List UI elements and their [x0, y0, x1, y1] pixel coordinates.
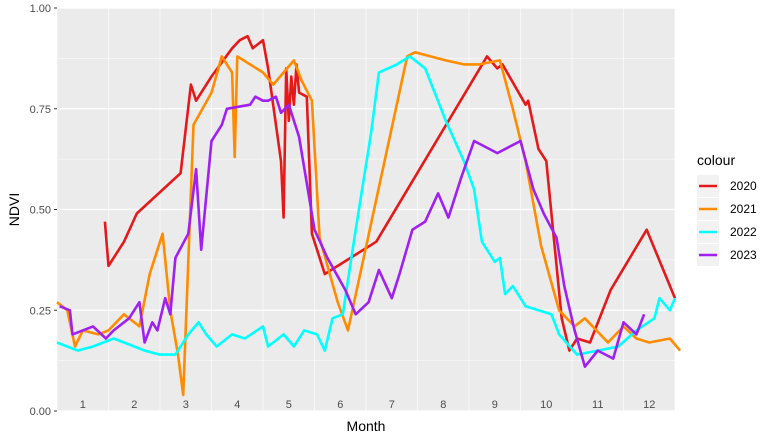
x-tick-label: 6	[337, 399, 343, 411]
series-line-2020	[103, 34, 677, 352]
x-tick-label: 4	[234, 399, 240, 411]
legend-items: 2020 2021 2022 2023	[697, 175, 757, 266]
y-tick-label: 0.00	[30, 406, 51, 418]
series-line-2023	[59, 95, 646, 368]
x-tick-label: 5	[286, 399, 292, 411]
x-tick-label: 1	[80, 399, 86, 411]
y-tick-label: 0.50	[30, 205, 51, 217]
y-tick-label: 1.00	[30, 3, 51, 15]
x-tick-label: 2	[131, 399, 137, 411]
x-axis: 1 2 3 4 5 6 7 8 9 10 11 12	[80, 399, 656, 411]
legend-label-2020: 2020	[730, 179, 757, 193]
y-tick-label: 0.25	[30, 305, 51, 317]
x-tick-label: 8	[440, 399, 446, 411]
legend-label-2021: 2021	[730, 202, 757, 216]
x-tick-label: 7	[389, 399, 395, 411]
series-line-2021	[56, 51, 682, 397]
series-line-2022	[56, 55, 677, 356]
legend-label-2022: 2022	[730, 225, 757, 239]
x-axis-title: Month	[347, 418, 386, 434]
x-tick-label: 12	[643, 399, 655, 411]
y-tick-label: 0.75	[30, 104, 51, 116]
legend-label-2023: 2023	[730, 248, 757, 262]
y-axis: 0.00 0.25 0.50 0.75 1.00	[30, 3, 57, 418]
y-axis-title: NDVI	[6, 193, 22, 226]
x-tick-label: 11	[592, 399, 603, 411]
legend-title: colour	[697, 152, 735, 168]
legend: colour 2020 2021 2022 2023	[697, 152, 757, 266]
major-gridlines	[57, 7, 675, 412]
x-tick-label: 9	[492, 399, 498, 411]
x-tick-label: 10	[540, 399, 552, 411]
x-tick-label: 3	[183, 399, 189, 411]
series-layer	[56, 34, 682, 397]
